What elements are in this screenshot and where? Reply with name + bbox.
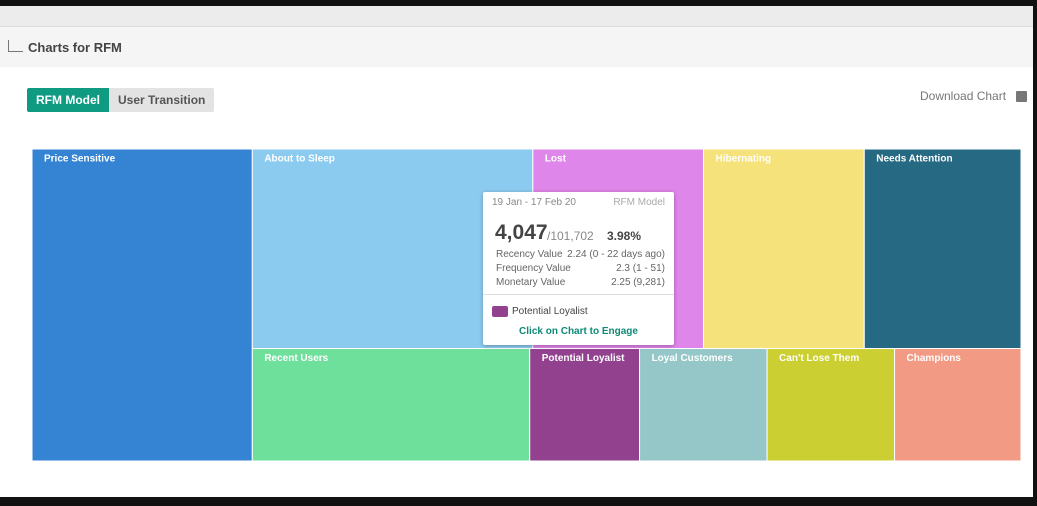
- tooltip-value: 2.25 (9,281): [611, 277, 665, 288]
- tooltip-count: 4,047: [495, 221, 548, 244]
- tooltip-label: Recency Value: [496, 249, 563, 260]
- tooltip-segment: Potential Loyalist: [512, 306, 588, 317]
- cell-label: Hibernating: [716, 154, 772, 165]
- tooltip-total: /101,702: [547, 229, 594, 243]
- cell-label: Needs Attention: [876, 154, 952, 165]
- cell-label: Lost: [545, 154, 567, 165]
- tooltip-label: Frequency Value: [496, 263, 571, 274]
- treemap-cell: [529, 348, 641, 462]
- tooltip: 19 Jan - 17 Feb 20 RFM Model 4,047 /101,…: [483, 192, 674, 345]
- treemap-cell: [639, 348, 768, 462]
- separator: [483, 294, 674, 295]
- strip: [0, 6, 1033, 27]
- cell-label: Recent Users: [264, 353, 328, 364]
- header: Charts for RFM: [0, 27, 1033, 67]
- tab[interactable]: RFM Model: [27, 88, 109, 112]
- treemap-cell: [863, 148, 1022, 350]
- treemap-cell: [703, 148, 865, 350]
- engage-link[interactable]: Click on Chart to Engage: [519, 326, 638, 337]
- chart-icon: [8, 40, 23, 52]
- bottom-bar: [0, 497, 1037, 506]
- tabs: RFM Model User Transition: [27, 88, 215, 112]
- tooltip-percent: 3.98%: [607, 229, 642, 243]
- cell-label: Price Sensitive: [44, 154, 116, 165]
- tooltip-label: Monetary Value: [496, 277, 566, 288]
- cell-label: About to Sleep: [264, 154, 335, 165]
- page-title: Charts for RFM: [28, 40, 122, 55]
- cell-label: Can't Lose Them: [779, 353, 859, 364]
- treemap-cell: [766, 348, 896, 462]
- segment-swatch: [492, 306, 508, 317]
- download-chart[interactable]: Download Chart: [920, 89, 1007, 103]
- tooltip-value: 2.24 (0 - 22 days ago): [567, 249, 665, 260]
- tab[interactable]: User Transition: [109, 88, 215, 112]
- treemap-cell: [31, 148, 253, 462]
- tooltip-model: RFM Model: [613, 197, 665, 208]
- top-bar: [0, 0, 1037, 6]
- tooltip-date: 19 Jan - 17 Feb 20: [492, 197, 576, 208]
- cell-label: Champions: [907, 353, 962, 364]
- download-icon[interactable]: [1016, 91, 1027, 102]
- treemap-cell: [894, 348, 1022, 462]
- treemap-cell: [251, 348, 531, 462]
- cell-label: Potential Loyalist: [542, 353, 625, 364]
- tooltip-value: 2.3 (1 - 51): [616, 263, 665, 274]
- cell-label: Loyal Customers: [652, 353, 734, 364]
